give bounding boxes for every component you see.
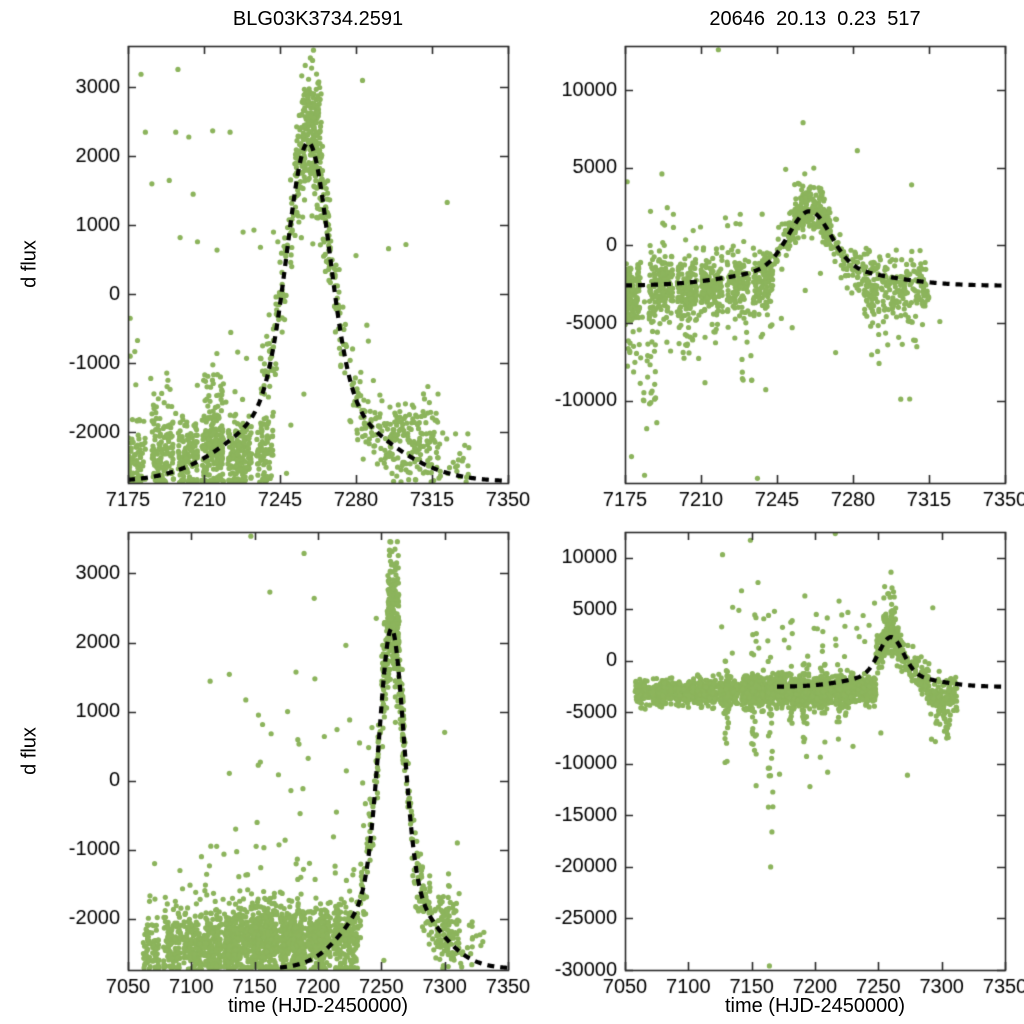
y-axis-label-bottom: d flux [18,727,41,775]
x-axis-label-left: time (HJD-2450000) [227,995,409,1017]
y-axis-label-top: d flux [18,240,41,288]
x-axis-label-right: time (HJD-2450000) [724,995,906,1017]
panel-title-right: 20646 20.13 0.23 517 [709,8,921,30]
panel-title-left: BLG03K3734.2591 [232,8,404,30]
